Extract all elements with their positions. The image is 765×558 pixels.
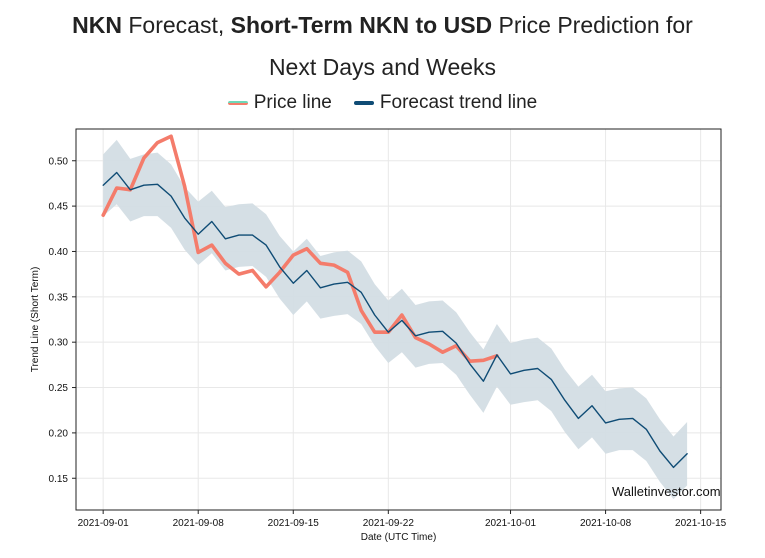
y-axis-label: Trend Line (Short Term) [30, 267, 41, 373]
watermark-text: Walletinvestor.com [612, 484, 721, 499]
y-tick-label: 0.20 [49, 428, 69, 439]
title-forecast-text: Forecast, [121, 12, 231, 38]
y-tick-label: 0.40 [49, 247, 69, 258]
y-tick-label: 0.30 [49, 338, 69, 349]
price-line-series [101, 134, 499, 363]
plot-frame [75, 128, 722, 511]
x-tick-label: 2021-10-15 [675, 518, 727, 529]
y-tick-label: 0.15 [49, 474, 69, 485]
x-axis-label: Date (UTC Time) [361, 532, 437, 543]
title-pair: Short-Term NKN to USD [230, 12, 493, 38]
x-tick-label: 2021-09-22 [363, 518, 415, 529]
price-line-swatch [227, 101, 248, 105]
forecast-trend-line-series [102, 171, 688, 469]
x-tick-label: 2021-09-01 [78, 518, 130, 529]
chart-title: NKN Forecast, Short-Term NKN to USD Pric… [0, 4, 765, 88]
y-tick-label: 0.35 [49, 292, 69, 303]
forecast-line-swatch [353, 101, 374, 105]
legend-item-price[interactable]: Price line [227, 92, 332, 114]
x-tick-label: 2021-09-15 [268, 518, 320, 529]
forecast-confidence-band [103, 139, 688, 500]
title-coin: NKN [72, 12, 122, 38]
y-tick-label: 0.45 [49, 202, 69, 213]
chart-legend: Price line Forecast trend line [0, 92, 765, 114]
title-line-2: Next Days and Weeks [268, 54, 497, 80]
legend-price-label: Price line [253, 92, 332, 113]
legend-item-forecast[interactable]: Forecast trend line [353, 92, 538, 114]
x-tick-label: 2021-10-01 [485, 518, 537, 529]
x-tick-label: 2021-10-08 [580, 518, 632, 529]
y-tick-label: 0.50 [49, 156, 69, 167]
title-line-1: NKN Forecast, Short-Term NKN to USD Pric… [0, 4, 765, 46]
title-prediction-text: Price Prediction for [492, 12, 693, 38]
y-tick-label: 0.25 [49, 383, 69, 394]
legend-forecast-label: Forecast trend line [379, 92, 538, 113]
x-tick-label: 2021-09-08 [173, 518, 225, 529]
